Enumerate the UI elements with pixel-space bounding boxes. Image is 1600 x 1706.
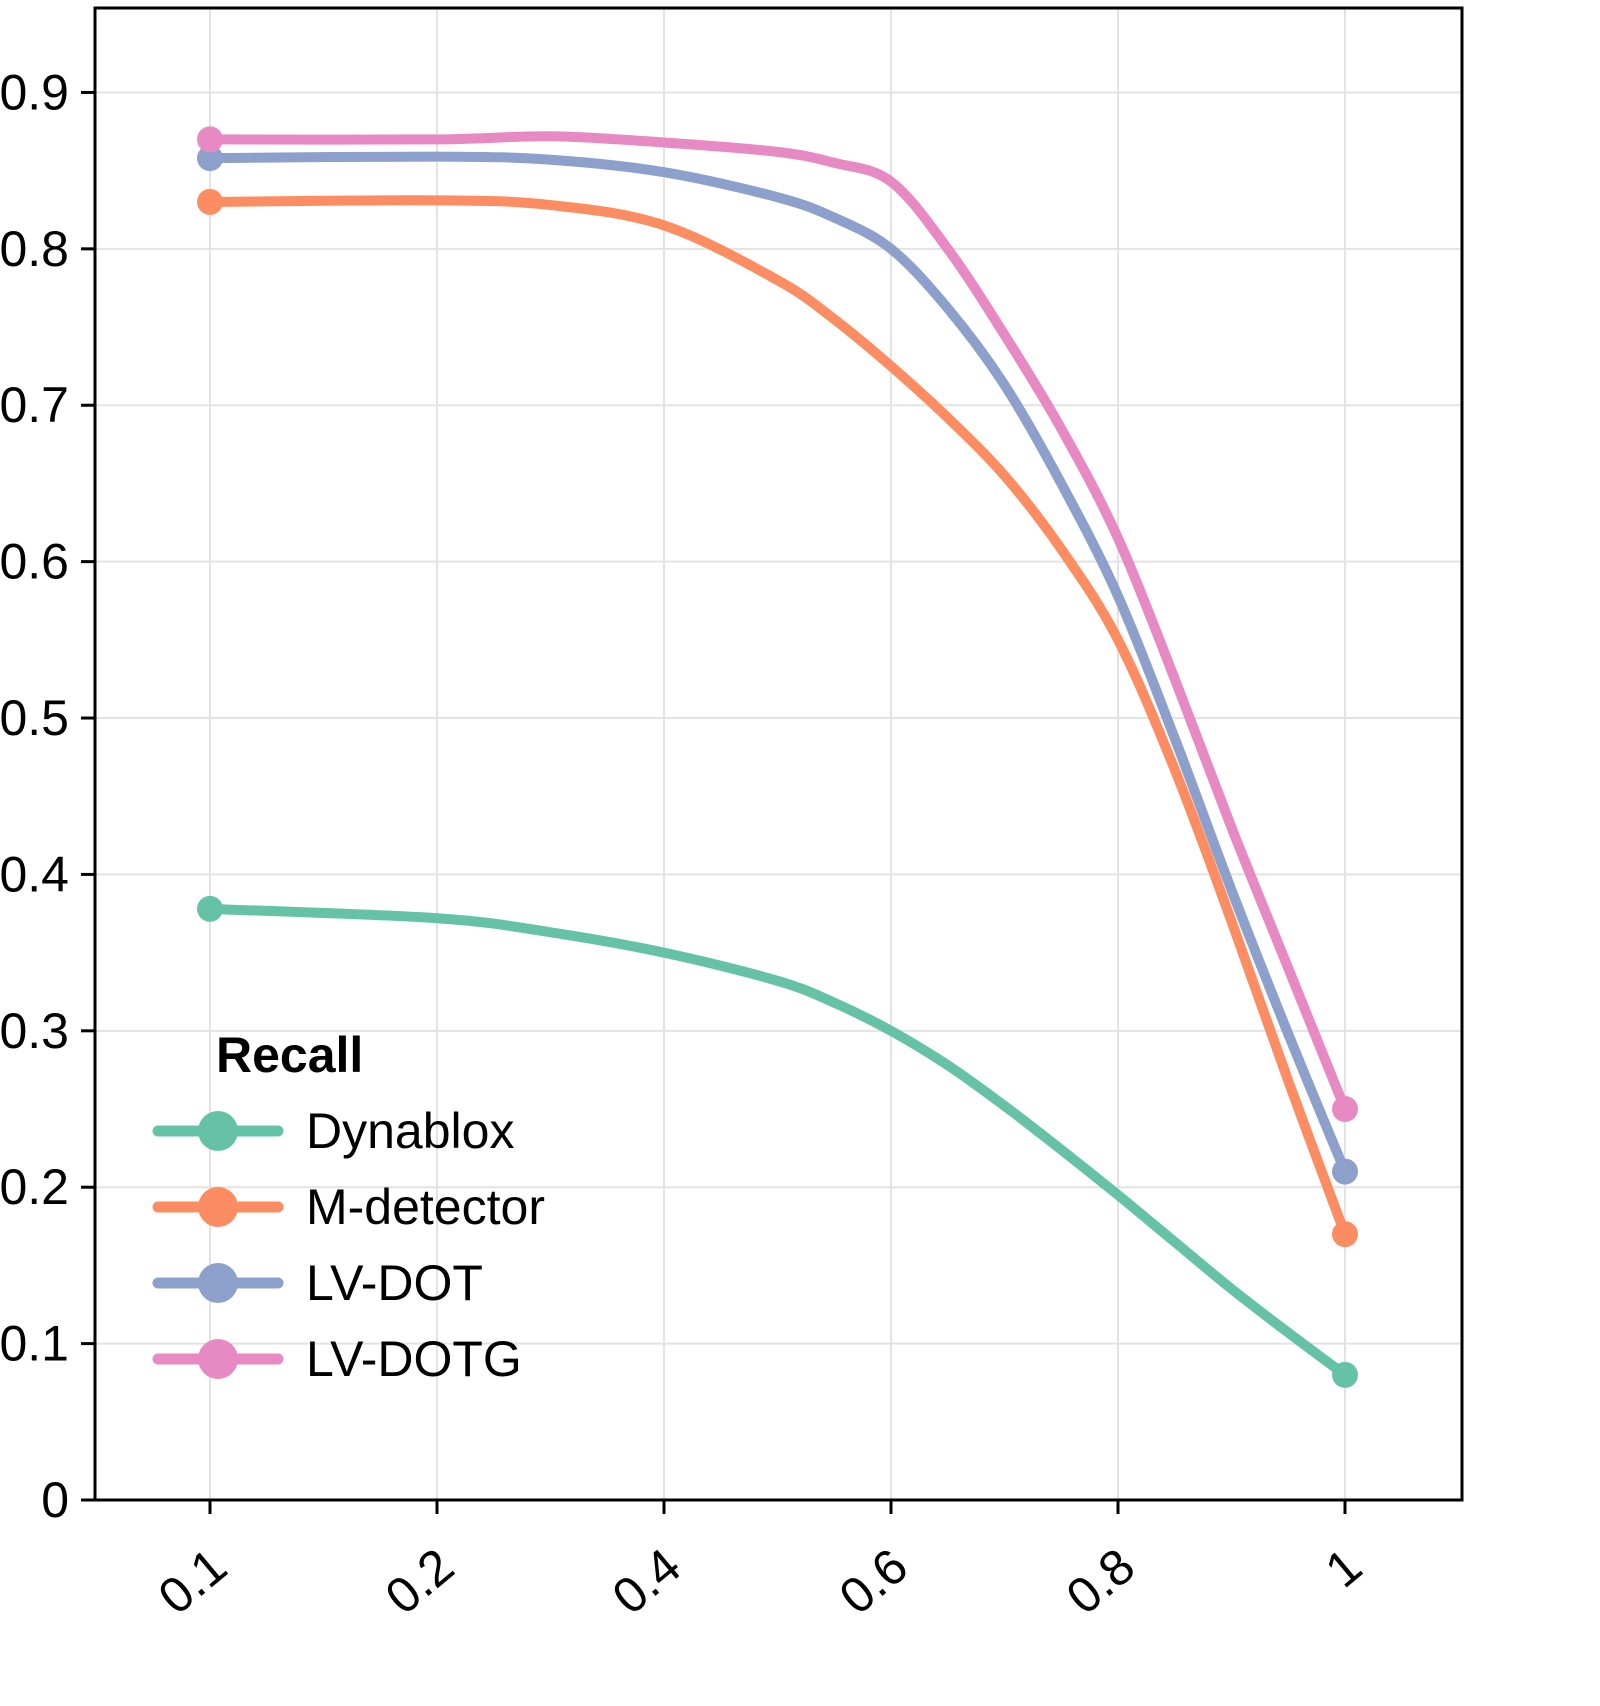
curve-start-marker xyxy=(197,188,223,215)
legend-swatch-m-detector xyxy=(152,1187,284,1227)
legend-circle-icon xyxy=(198,1111,238,1151)
y-tick-label: 0.7 xyxy=(0,377,69,433)
y-tick-label: 0.8 xyxy=(0,221,69,277)
curve-lv-dotg xyxy=(205,131,1350,1115)
curve-dynablox xyxy=(205,903,1350,1380)
tick-marks xyxy=(81,90,1347,1514)
legend-item-label: Dynablox xyxy=(306,1103,515,1159)
y-tick-label: 0.3 xyxy=(0,1003,69,1059)
series-lv-dot xyxy=(197,145,1358,1185)
legend-item-m-detector: M-detector xyxy=(152,1169,545,1245)
legend-title: Recall xyxy=(216,1027,364,1083)
y-tick-label: 0.4 xyxy=(0,846,69,902)
y-tick-label: 0.2 xyxy=(0,1159,69,1215)
series-dynablox xyxy=(197,895,1358,1388)
legend-item-label: LV-DOT xyxy=(306,1255,483,1311)
curve-end-marker xyxy=(1332,1221,1358,1248)
legend-item-label: M-detector xyxy=(306,1179,545,1235)
y-tick-label: 0.5 xyxy=(0,690,69,746)
curve-end-marker xyxy=(1332,1361,1358,1388)
y-tick-label: 0.6 xyxy=(0,534,69,590)
y-tick-labels: 0 0.1 0.2 0.3 0.4 0.5 0.6 0.7 0.8 0.9 xyxy=(0,64,69,1528)
curve-start-marker xyxy=(197,145,223,172)
y-tick-label: 0.9 xyxy=(0,64,69,120)
legend-item-label: LV-DOTG xyxy=(306,1331,522,1387)
legend: Recall Dynablox M-detector LV-DOT LV-DOTG xyxy=(152,1028,545,1397)
y-tick-label: 0 xyxy=(41,1472,69,1528)
curve-end-marker xyxy=(1332,1096,1358,1123)
legend-swatch-lv-dotg xyxy=(152,1339,284,1379)
legend-item-dynablox: Dynablox xyxy=(152,1093,545,1169)
plot-border xyxy=(93,6,1464,1502)
curve-start-marker xyxy=(197,895,223,922)
legend-items: Dynablox M-detector LV-DOT LV-DOTG xyxy=(152,1093,545,1397)
gridlines xyxy=(95,8,1462,1500)
series-lv-dotg xyxy=(197,126,1358,1123)
curve-end-marker xyxy=(1332,1158,1358,1185)
legend-circle-icon xyxy=(198,1263,238,1303)
legend-item-lv-dot: LV-DOT xyxy=(152,1245,545,1321)
series-m-detector xyxy=(197,188,1358,1248)
legend-swatch-lv-dot xyxy=(152,1263,284,1303)
y-tick-label: 0.1 xyxy=(0,1316,69,1372)
legend-swatch-dynablox xyxy=(152,1111,284,1151)
curve-lv-dot xyxy=(205,151,1350,1177)
curve-start-marker xyxy=(197,126,223,153)
legend-circle-icon xyxy=(198,1339,238,1379)
legend-circle-icon xyxy=(198,1187,238,1227)
legend-item-lv-dotg: LV-DOTG xyxy=(152,1321,545,1397)
curve-m-detector xyxy=(205,195,1350,1240)
